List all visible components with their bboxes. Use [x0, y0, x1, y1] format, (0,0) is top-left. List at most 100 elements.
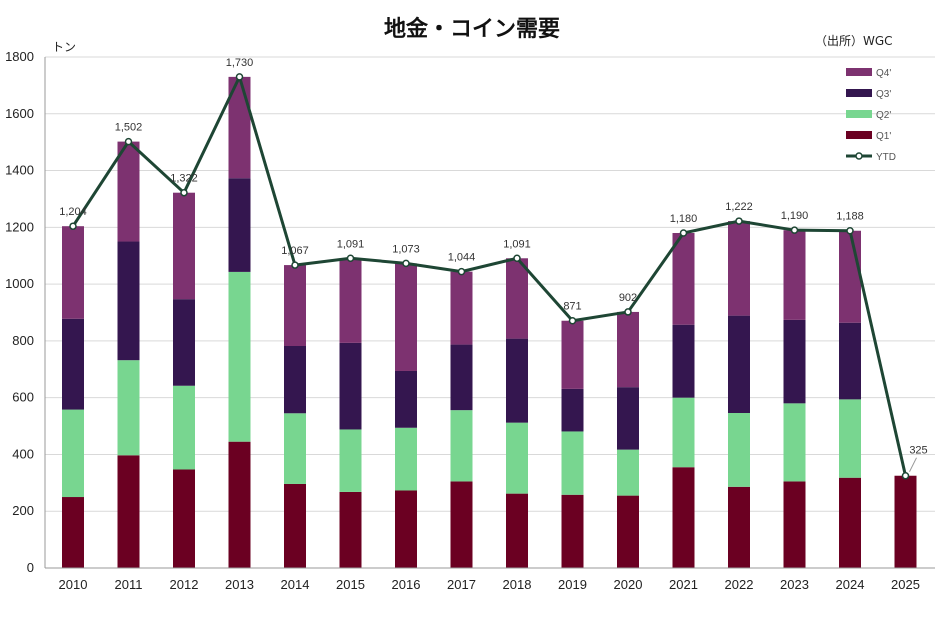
bar-segment [561, 388, 584, 432]
y-tick-label: 200 [12, 503, 34, 518]
bar-segment [617, 387, 639, 450]
bar-segment [173, 192, 195, 300]
y-axis: 0 200 400 600 800 1000 1200 1400 1600 1800 [5, 49, 46, 575]
bar-segment [561, 494, 584, 568]
ytd-point [735, 217, 743, 225]
ytd-point [124, 137, 133, 146]
ytd-point [402, 259, 410, 268]
legend-label: Q4' [876, 68, 891, 79]
y-tick-label: 800 [12, 333, 34, 348]
bar-segment [228, 76, 251, 179]
bar-segment [117, 455, 140, 568]
bar-segment [62, 226, 84, 319]
data-label: 1,091 [337, 238, 365, 250]
bar-segment [62, 409, 84, 498]
ytd-point [291, 261, 299, 269]
y-tick-label: 1400 [5, 163, 34, 178]
data-label: 325 [909, 445, 927, 457]
y-tick-label: 1000 [5, 276, 34, 291]
ytd-line [69, 73, 910, 480]
x-tick-label: 2010 [59, 577, 88, 592]
data-label: 1,180 [670, 213, 698, 225]
bar-segment [728, 315, 750, 413]
ytd-point [624, 308, 632, 316]
ytd-point [235, 73, 244, 81]
bar-segment [839, 322, 861, 400]
bar-segment [117, 241, 140, 361]
legend-swatch [846, 110, 872, 118]
legend-marker [855, 152, 863, 160]
legend: Q4' Q3' Q2' Q1' YTD [846, 68, 896, 163]
data-label: 1,502 [115, 122, 143, 134]
data-label-leader [909, 457, 917, 472]
bar-segment [450, 481, 473, 568]
bar-segment [506, 258, 528, 339]
bar-segment [395, 263, 417, 371]
legend-label: Q1' [876, 131, 891, 142]
bar-segment [284, 265, 306, 346]
bar-segment [450, 344, 473, 411]
data-label: 902 [619, 292, 637, 304]
bar-segment [894, 475, 917, 568]
x-tick-label: 2016 [392, 577, 421, 592]
data-label: 1,091 [503, 238, 531, 250]
bar-segment [117, 360, 140, 456]
bar-segment [617, 449, 639, 496]
x-tick-label: 2023 [780, 577, 809, 592]
data-label: 871 [563, 301, 581, 313]
bar-segment [506, 422, 528, 494]
bar-segment [173, 385, 195, 470]
bar-segment [617, 311, 639, 388]
x-tick-label: 2020 [614, 577, 643, 592]
bar-segment [783, 319, 806, 404]
bar-segment [672, 467, 695, 568]
bar-stacks [62, 76, 917, 568]
x-tick-label: 2024 [836, 577, 865, 592]
x-tick-label: 2021 [669, 577, 698, 592]
bar-segment [284, 345, 306, 414]
data-labels: 1,204 1,502 1,322 1,730 1,067 1,091 1,073 1,044… [59, 57, 928, 472]
bar-segment [728, 221, 750, 316]
bar-segment [672, 324, 695, 398]
y-tick-label: 600 [12, 390, 34, 405]
ytd-point [346, 254, 355, 263]
legend-label: Q2' [876, 110, 891, 121]
ytd-point [180, 188, 188, 197]
x-tick-label: 2019 [558, 577, 587, 592]
bar-segment [339, 429, 362, 492]
bar-segment [284, 413, 306, 484]
source-note: （出所）WGC [815, 34, 893, 48]
y-tick-label: 1600 [5, 106, 34, 121]
ytd-point [846, 226, 854, 235]
legend-label: Q3' [876, 89, 891, 100]
y-tick-label: 1200 [5, 219, 34, 234]
bar-segment [728, 412, 750, 487]
x-tick-label: 2018 [503, 577, 532, 592]
bar-segment [228, 441, 251, 568]
bar-segment [783, 230, 806, 320]
legend-swatch [846, 131, 872, 139]
bar-segment [62, 318, 84, 410]
x-tick-label: 2012 [170, 577, 199, 592]
bar-segment [62, 497, 84, 568]
bar-segment [450, 410, 473, 482]
data-label: 1,322 [170, 173, 198, 185]
bar-segment [839, 477, 861, 568]
x-tick-label: 2017 [447, 577, 476, 592]
data-label: 1,730 [226, 57, 254, 69]
bar-segment [228, 178, 251, 272]
bar-segment [506, 493, 528, 568]
y-tick-label: 0 [27, 560, 34, 575]
bar-segment [339, 491, 362, 568]
bar-segment [117, 141, 140, 242]
x-tick-label: 2015 [336, 577, 365, 592]
ytd-line-path [71, 75, 907, 477]
bar-segment [284, 483, 306, 568]
bar-segment [506, 338, 528, 423]
bar-segment [783, 403, 806, 482]
bar-segment [672, 397, 695, 468]
ytd-point [69, 222, 77, 230]
y-axis-unit: トン [52, 40, 76, 54]
bar-segment [672, 233, 695, 325]
